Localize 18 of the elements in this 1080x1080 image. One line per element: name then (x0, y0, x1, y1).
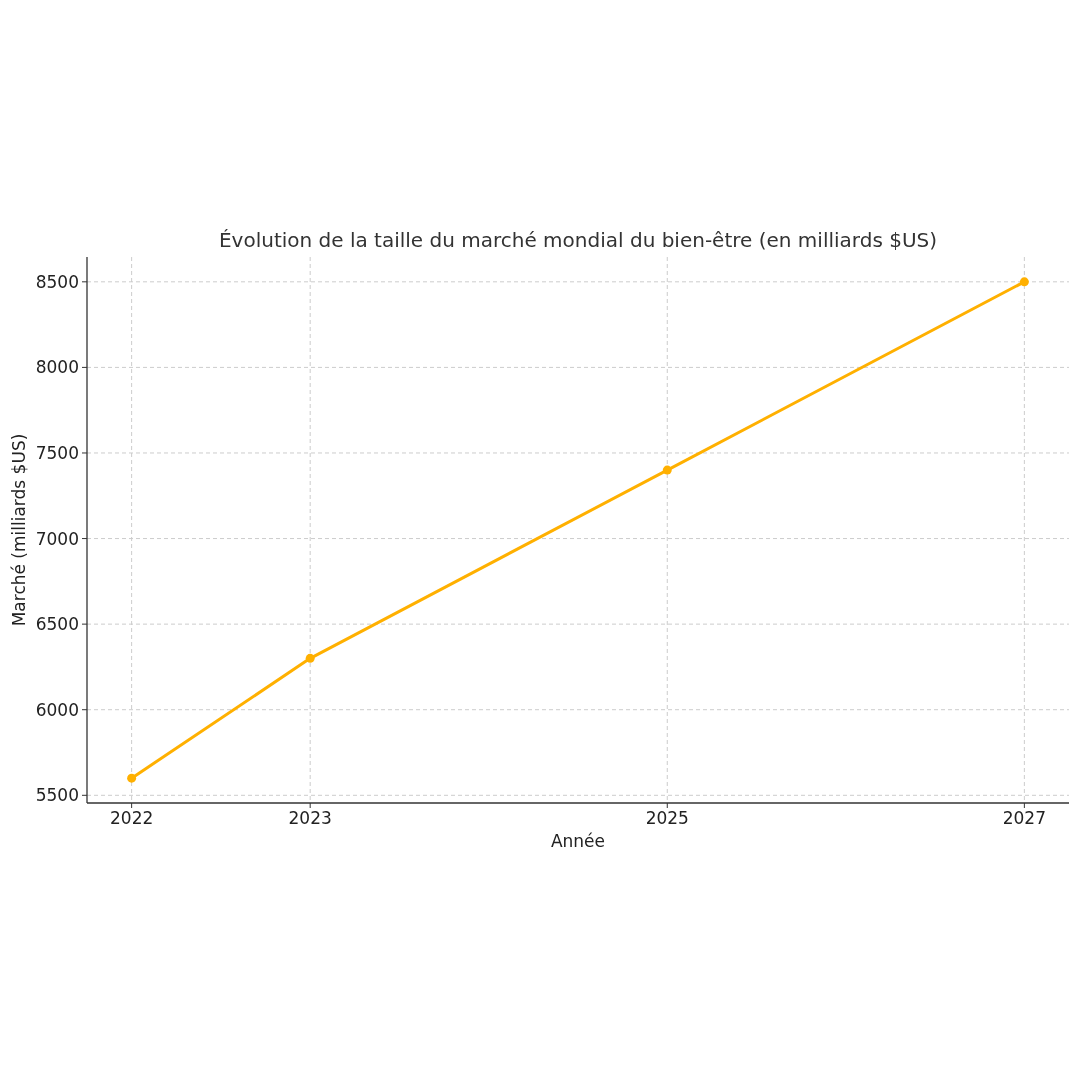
y-tick-label: 5500 (35, 785, 79, 806)
y-tick-label: 6000 (35, 699, 79, 720)
point (1019, 277, 1029, 287)
chart-title: Évolution de la taille du marché mondial du bien-être (en milliards $US) (218, 228, 938, 252)
x-tick-label: 2027 (1002, 808, 1046, 828)
x-tick-label: 2023 (288, 808, 332, 828)
x-tick-label: 2022 (110, 808, 154, 828)
y-tick-label: 7000 (35, 528, 79, 549)
y-tick-label: 8000 (35, 357, 79, 378)
x-axis-title: Année (550, 831, 606, 851)
point (127, 773, 137, 783)
y-tick-label: 6500 (35, 614, 79, 635)
y-axis-title: Marché (milliards $US) (9, 433, 29, 627)
y-tick-label: 7500 (35, 442, 79, 463)
point (305, 653, 315, 663)
x-tick-label: 2025 (645, 808, 689, 828)
point (662, 465, 672, 475)
y-tick-label: 8500 (35, 271, 79, 292)
